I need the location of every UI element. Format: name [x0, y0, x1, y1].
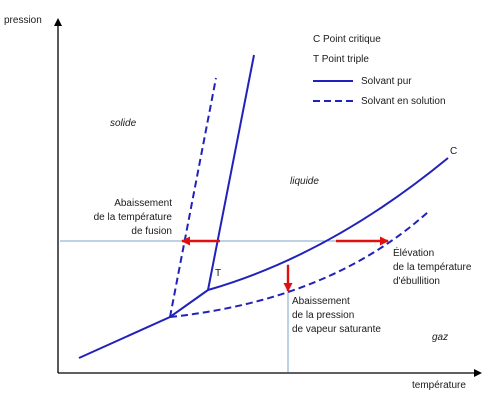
- region-solid: solide: [110, 118, 137, 129]
- legend-triple: T Point triple: [313, 54, 369, 65]
- melting-curve-solution: [169, 77, 217, 318]
- x-axis-label: température: [412, 380, 466, 391]
- legend-critical: C Point critique: [313, 34, 381, 45]
- region-gas: gaz: [432, 332, 448, 343]
- boiling-rise-line-1: Élévation: [393, 246, 434, 259]
- boiling-rise-annotation: Élévation de la température d'ébullition: [393, 246, 472, 287]
- vapor-drop-line-1: Abaissement: [292, 296, 350, 307]
- critical-point-label: C: [450, 146, 457, 157]
- boiling-rise-line-3: d'ébullition: [393, 276, 440, 287]
- sublimation-curve-pure: [78, 289, 209, 359]
- boiling-rise-line-2: de la température: [393, 262, 472, 273]
- freezing-drop-line-1: Abaissement: [114, 198, 172, 209]
- legend-pure-solvent: Solvant pur: [361, 76, 412, 87]
- vaporization-curve-solution: [169, 211, 429, 318]
- vapor-drop-annotation: Abaissement de la pression de vapeur sat…: [292, 296, 381, 335]
- vapor-drop-line-3: de vapeur saturante: [292, 324, 381, 335]
- freezing-drop-annotation: Abaissement de la température de fusion: [94, 198, 173, 237]
- freezing-drop-line-3: de fusion: [131, 226, 172, 237]
- triple-point-label: T: [215, 268, 221, 279]
- freezing-drop-line-2: de la température: [94, 212, 173, 223]
- legend-solution-solvent: Solvant en solution: [361, 96, 446, 107]
- y-axis-label: pression: [4, 15, 42, 26]
- vaporization-curve-pure: [207, 157, 449, 291]
- melting-curve-pure: [207, 54, 255, 291]
- vapor-drop-line-2: de la pression: [292, 310, 354, 321]
- region-liquid: liquide: [290, 176, 319, 187]
